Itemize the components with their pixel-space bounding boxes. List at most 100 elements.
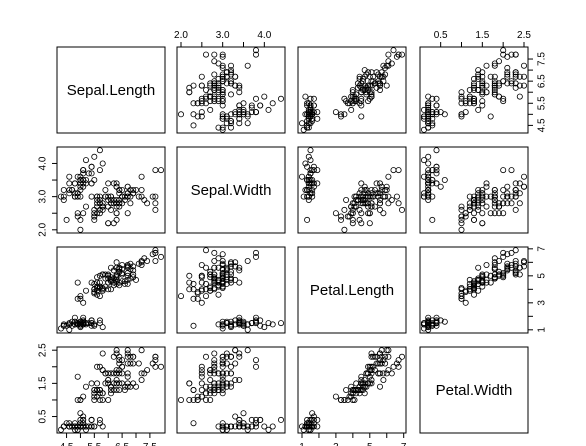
- data-point: [344, 213, 351, 220]
- tick-label: 5: [367, 442, 373, 446]
- data-point: [353, 196, 360, 203]
- data-point: [375, 360, 382, 367]
- data-point: [119, 193, 126, 200]
- data-point: [385, 347, 392, 354]
- data-point: [219, 257, 226, 264]
- data-point: [232, 276, 239, 283]
- data-point: [219, 124, 226, 131]
- data-point: [385, 58, 392, 65]
- data-point: [219, 251, 226, 258]
- data-point: [91, 393, 98, 400]
- data-point: [475, 275, 482, 282]
- data-point: [310, 416, 317, 423]
- data-point: [305, 153, 312, 160]
- data-point: [479, 200, 486, 207]
- data-point: [376, 200, 383, 207]
- data-point: [252, 423, 259, 430]
- data-point: [420, 157, 427, 164]
- data-point: [223, 271, 230, 278]
- data-point: [96, 390, 103, 397]
- data-point: [240, 423, 247, 430]
- data-point: [194, 290, 201, 297]
- data-point: [376, 357, 383, 364]
- data-point: [356, 390, 363, 397]
- data-point: [341, 95, 348, 102]
- data-point: [152, 357, 159, 364]
- data-point: [110, 353, 117, 360]
- data-point: [470, 193, 477, 200]
- panel-frame: [419, 346, 529, 434]
- data-point: [382, 353, 389, 360]
- data-point: [356, 206, 363, 213]
- y-axis-Sepal.Length-right: 4.5 5.5 6.5 7.5: [527, 52, 548, 132]
- panel-frame: [56, 246, 166, 334]
- data-point: [232, 263, 239, 270]
- data-point: [130, 267, 137, 274]
- data-point: [265, 106, 272, 113]
- data-point: [85, 320, 92, 327]
- data-point: [83, 287, 90, 294]
- tick-label: 4.0: [257, 30, 271, 41]
- data-point: [425, 173, 432, 180]
- data-point: [358, 220, 365, 227]
- data-point: [223, 370, 230, 377]
- data-point: [96, 147, 103, 154]
- data-point: [466, 206, 473, 213]
- data-point: [219, 62, 226, 69]
- data-point: [479, 98, 486, 105]
- data-point: [83, 383, 90, 390]
- data-point: [99, 367, 106, 374]
- data-point: [500, 51, 507, 58]
- data-point: [132, 383, 139, 390]
- data-point: [236, 84, 243, 91]
- panel-frame: [176, 146, 286, 234]
- panel-Petal.Width-vs-Petal.Length: [419, 246, 529, 334]
- data-point: [385, 173, 392, 180]
- data-point: [373, 353, 380, 360]
- data-point: [385, 353, 392, 360]
- data-point: [354, 386, 361, 393]
- data-point: [475, 193, 482, 200]
- data-point: [261, 93, 268, 100]
- panel-Sepal.Length-vs-Petal.Width: [56, 346, 166, 434]
- data-point: [194, 396, 201, 403]
- data-point: [378, 183, 385, 190]
- data-point: [307, 157, 314, 164]
- data-point: [94, 200, 101, 207]
- data-point: [314, 423, 321, 430]
- data-point: [190, 396, 197, 403]
- data-point: [198, 367, 205, 374]
- data-point: [479, 279, 486, 286]
- data-point: [429, 180, 436, 187]
- data-point: [371, 186, 378, 193]
- data-point: [398, 206, 405, 213]
- data-point: [343, 386, 350, 393]
- data-point: [240, 322, 247, 329]
- data-point: [190, 420, 197, 427]
- data-point: [77, 226, 84, 233]
- data-point: [366, 82, 373, 89]
- data-point: [491, 196, 498, 203]
- data-point: [380, 357, 387, 364]
- data-point: [398, 51, 405, 58]
- data-point: [211, 58, 218, 65]
- data-point: [207, 383, 214, 390]
- data-point: [207, 271, 214, 278]
- data-point: [349, 216, 356, 223]
- data-point: [348, 210, 355, 217]
- data-point: [198, 279, 205, 286]
- data-point: [124, 380, 131, 387]
- data-point: [314, 109, 321, 116]
- data-point: [257, 322, 264, 329]
- data-point: [227, 124, 234, 131]
- data-point: [198, 393, 205, 400]
- data-point: [512, 267, 519, 274]
- data-point: [390, 167, 397, 174]
- data-point: [138, 259, 145, 266]
- data-point: [309, 176, 316, 183]
- data-point: [425, 124, 432, 131]
- data-point: [305, 193, 312, 200]
- data-point: [491, 259, 498, 266]
- data-point: [512, 247, 519, 254]
- data-point: [358, 210, 365, 217]
